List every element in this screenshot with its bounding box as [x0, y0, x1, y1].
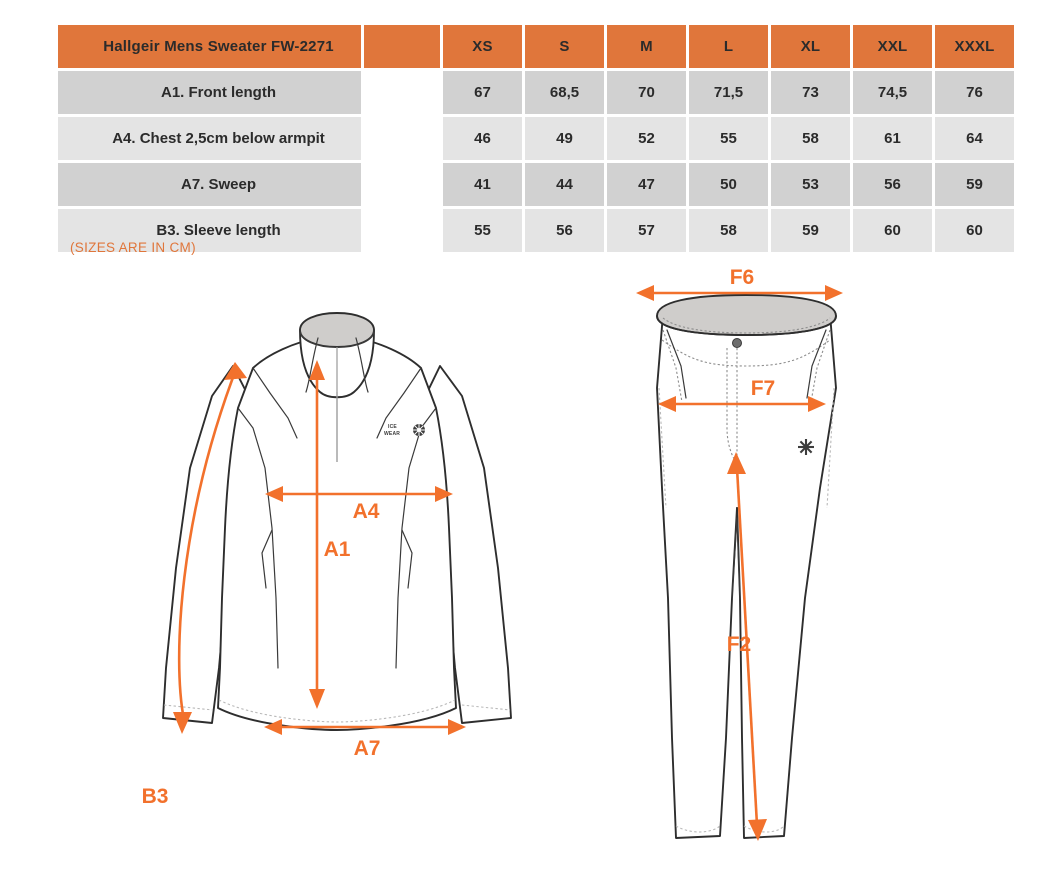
cell-xxl: 61: [853, 117, 932, 160]
measurement-label-f7: F7: [751, 377, 776, 400]
row-label: B3. Sleeve length: [58, 209, 361, 252]
size-table: Hallgeir Mens Sweater FW-2271 XS S M L X…: [55, 22, 1017, 255]
column-header-xxl: XXL: [853, 25, 932, 68]
arrowhead-left: [264, 719, 282, 735]
measurement-arrow-f7: F7: [658, 377, 826, 412]
arrowhead-up: [224, 362, 247, 380]
cell-xxl: 74,5: [853, 71, 932, 114]
measurement-label-f6: F6: [730, 268, 755, 289]
measurement-arrow-f6: F6: [636, 268, 843, 301]
column-header-xs: XS: [443, 25, 522, 68]
pants-snowflake-icon: [798, 439, 814, 455]
logo-snowflake-icon: [413, 424, 425, 436]
table-row: B3. Sleeve length 55 56 57 58 59 60 60: [58, 209, 1014, 252]
arrowhead-up: [309, 360, 325, 380]
measurement-label-a7: A7: [354, 737, 381, 760]
arrowhead-left: [658, 396, 676, 412]
row-spacer: [364, 71, 440, 114]
cell-xxxl: 76: [935, 71, 1014, 114]
cell-m: 57: [607, 209, 686, 252]
measurement-label-f2: F2: [727, 633, 752, 656]
pants-illustration: F6 F7 F2: [636, 268, 843, 841]
ice-wear-logo: ICE WEAR: [384, 424, 425, 437]
cell-s: 68,5: [525, 71, 604, 114]
table-row: A1. Front length 67 68,5 70 71,5 73 74,5…: [58, 71, 1014, 114]
cell-xxxl: 59: [935, 163, 1014, 206]
waist-button-icon: [732, 338, 742, 348]
cell-s: 49: [525, 117, 604, 160]
table-row: A7. Sweep 41 44 47 50 53 56 59: [58, 163, 1014, 206]
cell-xs: 55: [443, 209, 522, 252]
cell-m: 47: [607, 163, 686, 206]
arrowhead-left: [265, 486, 283, 502]
row-label: A7. Sweep: [58, 163, 361, 206]
measurement-label-b3: B3: [142, 785, 169, 808]
row-label: A1. Front length: [58, 71, 361, 114]
cell-m: 52: [607, 117, 686, 160]
cell-xxl: 56: [853, 163, 932, 206]
arrowhead-down: [748, 819, 767, 841]
column-header-m: M: [607, 25, 686, 68]
table-row: A4. Chest 2,5cm below armpit 46 49 52 55…: [58, 117, 1014, 160]
arrowhead-down: [173, 712, 192, 734]
arrowhead-right: [435, 486, 453, 502]
cell-xl: 53: [771, 163, 850, 206]
column-header-xxxl: XXXL: [935, 25, 1014, 68]
sizes-unit-note: (SIZES ARE IN CM): [70, 240, 196, 255]
row-spacer: [364, 209, 440, 252]
cell-xs: 67: [443, 71, 522, 114]
cell-l: 71,5: [689, 71, 768, 114]
cell-xl: 59: [771, 209, 850, 252]
arrowhead-down: [309, 689, 325, 709]
cell-l: 58: [689, 209, 768, 252]
arrowhead-right: [808, 396, 826, 412]
cell-xl: 73: [771, 71, 850, 114]
cell-xs: 41: [443, 163, 522, 206]
cell-xxl: 60: [853, 209, 932, 252]
cell-s: 56: [525, 209, 604, 252]
measurement-arrow-a4: A4: [265, 486, 453, 523]
cell-xl: 58: [771, 117, 850, 160]
measurement-label-a4: A4: [353, 500, 380, 523]
column-header-l: L: [689, 25, 768, 68]
cell-s: 44: [525, 163, 604, 206]
sweater-illustration: ICE WEAR B3: [142, 312, 512, 808]
column-header-s: S: [525, 25, 604, 68]
illustrations-area: ICE WEAR B3: [0, 268, 1037, 890]
row-spacer: [364, 117, 440, 160]
measurement-arrow-b3: B3: [142, 362, 247, 808]
measurement-label-a1: A1: [324, 538, 351, 561]
cell-xxxl: 64: [935, 117, 1014, 160]
arrowhead-right: [825, 285, 843, 301]
cell-l: 55: [689, 117, 768, 160]
header-row: Hallgeir Mens Sweater FW-2271 XS S M L X…: [58, 25, 1014, 68]
cell-xxxl: 60: [935, 209, 1014, 252]
logo-text-ice: ICE: [388, 424, 397, 430]
size-table-container: Hallgeir Mens Sweater FW-2271 XS S M L X…: [55, 22, 1014, 255]
row-spacer: [364, 163, 440, 206]
arrowhead-left: [636, 285, 654, 301]
column-header-xl: XL: [771, 25, 850, 68]
arrowhead-up: [727, 452, 746, 474]
arrowhead-right: [448, 719, 466, 735]
table-header: Hallgeir Mens Sweater FW-2271 XS S M L X…: [58, 25, 1014, 68]
table-title: Hallgeir Mens Sweater FW-2271: [58, 25, 361, 68]
logo-text-wear: WEAR: [384, 431, 400, 437]
header-spacer: [364, 25, 440, 68]
measurement-arrow-a1: A1: [309, 360, 351, 709]
cell-xs: 46: [443, 117, 522, 160]
cell-l: 50: [689, 163, 768, 206]
cell-m: 70: [607, 71, 686, 114]
measurement-arrow-f2: F2: [727, 452, 767, 841]
row-label: A4. Chest 2,5cm below armpit: [58, 117, 361, 160]
measurement-arrow-a7: A7: [264, 719, 466, 760]
table-body: A1. Front length 67 68,5 70 71,5 73 74,5…: [58, 71, 1014, 252]
